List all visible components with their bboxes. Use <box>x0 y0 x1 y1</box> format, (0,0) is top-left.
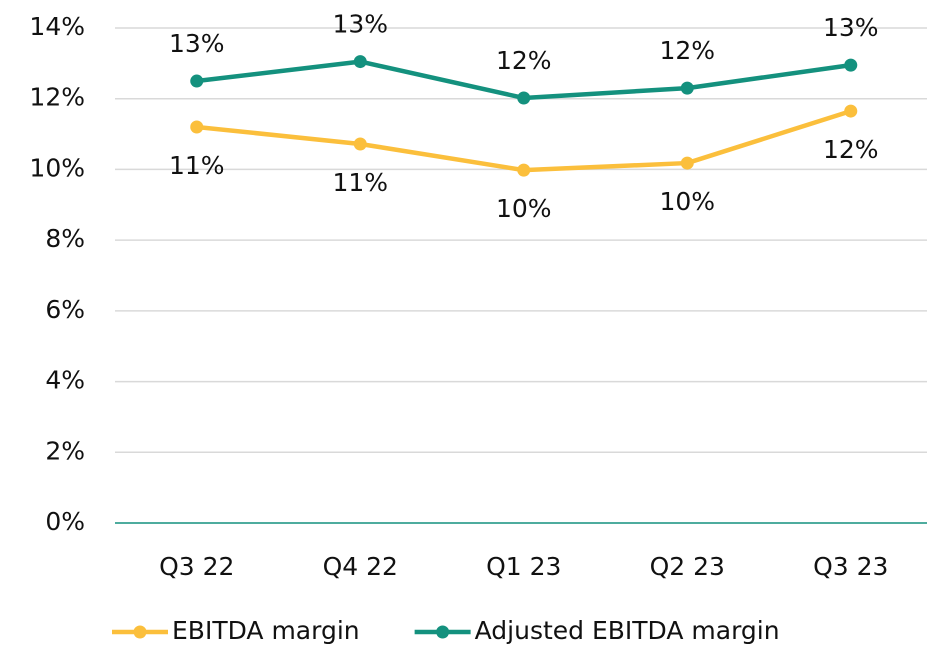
point <box>844 58 858 72</box>
x-tick-label: Q4 22 <box>323 552 398 581</box>
x-tick-label: Q3 23 <box>813 552 888 581</box>
legend-label: Adjusted EBITDA margin <box>475 616 780 645</box>
point <box>517 163 531 177</box>
point <box>517 91 531 105</box>
y-tick-label: 2% <box>45 436 85 465</box>
y-tick-label: 0% <box>45 507 85 536</box>
data-label: 12% <box>496 46 552 75</box>
data-label: 13% <box>332 10 388 39</box>
data-label: 12% <box>659 36 715 65</box>
x-tick-label: Q3 22 <box>159 552 234 581</box>
x-tick-label: Q1 23 <box>486 552 561 581</box>
point <box>353 55 367 69</box>
legend-marker <box>436 625 450 639</box>
series-line <box>196 108 852 173</box>
data-label: 13% <box>823 13 879 42</box>
data-label: 10% <box>659 187 715 216</box>
point <box>190 74 204 88</box>
data-label: 12% <box>823 135 879 164</box>
point <box>680 156 694 170</box>
y-tick-label: 4% <box>45 366 85 395</box>
point <box>844 104 858 118</box>
point <box>680 81 694 95</box>
y-tick-label: 6% <box>45 295 85 324</box>
point <box>190 120 204 134</box>
point <box>353 137 367 151</box>
y-tick-label: 12% <box>29 83 85 112</box>
legend-label: EBITDA margin <box>172 616 360 645</box>
legend-marker <box>133 625 147 639</box>
data-label: 13% <box>169 29 225 58</box>
data-label: 11% <box>169 151 225 180</box>
y-tick-label: 14% <box>29 12 85 41</box>
x-tick-label: Q2 23 <box>650 552 725 581</box>
data-label: 11% <box>332 168 388 197</box>
y-tick-label: 8% <box>45 224 85 253</box>
y-tick-label: 10% <box>29 153 85 182</box>
data-label: 10% <box>496 194 552 223</box>
